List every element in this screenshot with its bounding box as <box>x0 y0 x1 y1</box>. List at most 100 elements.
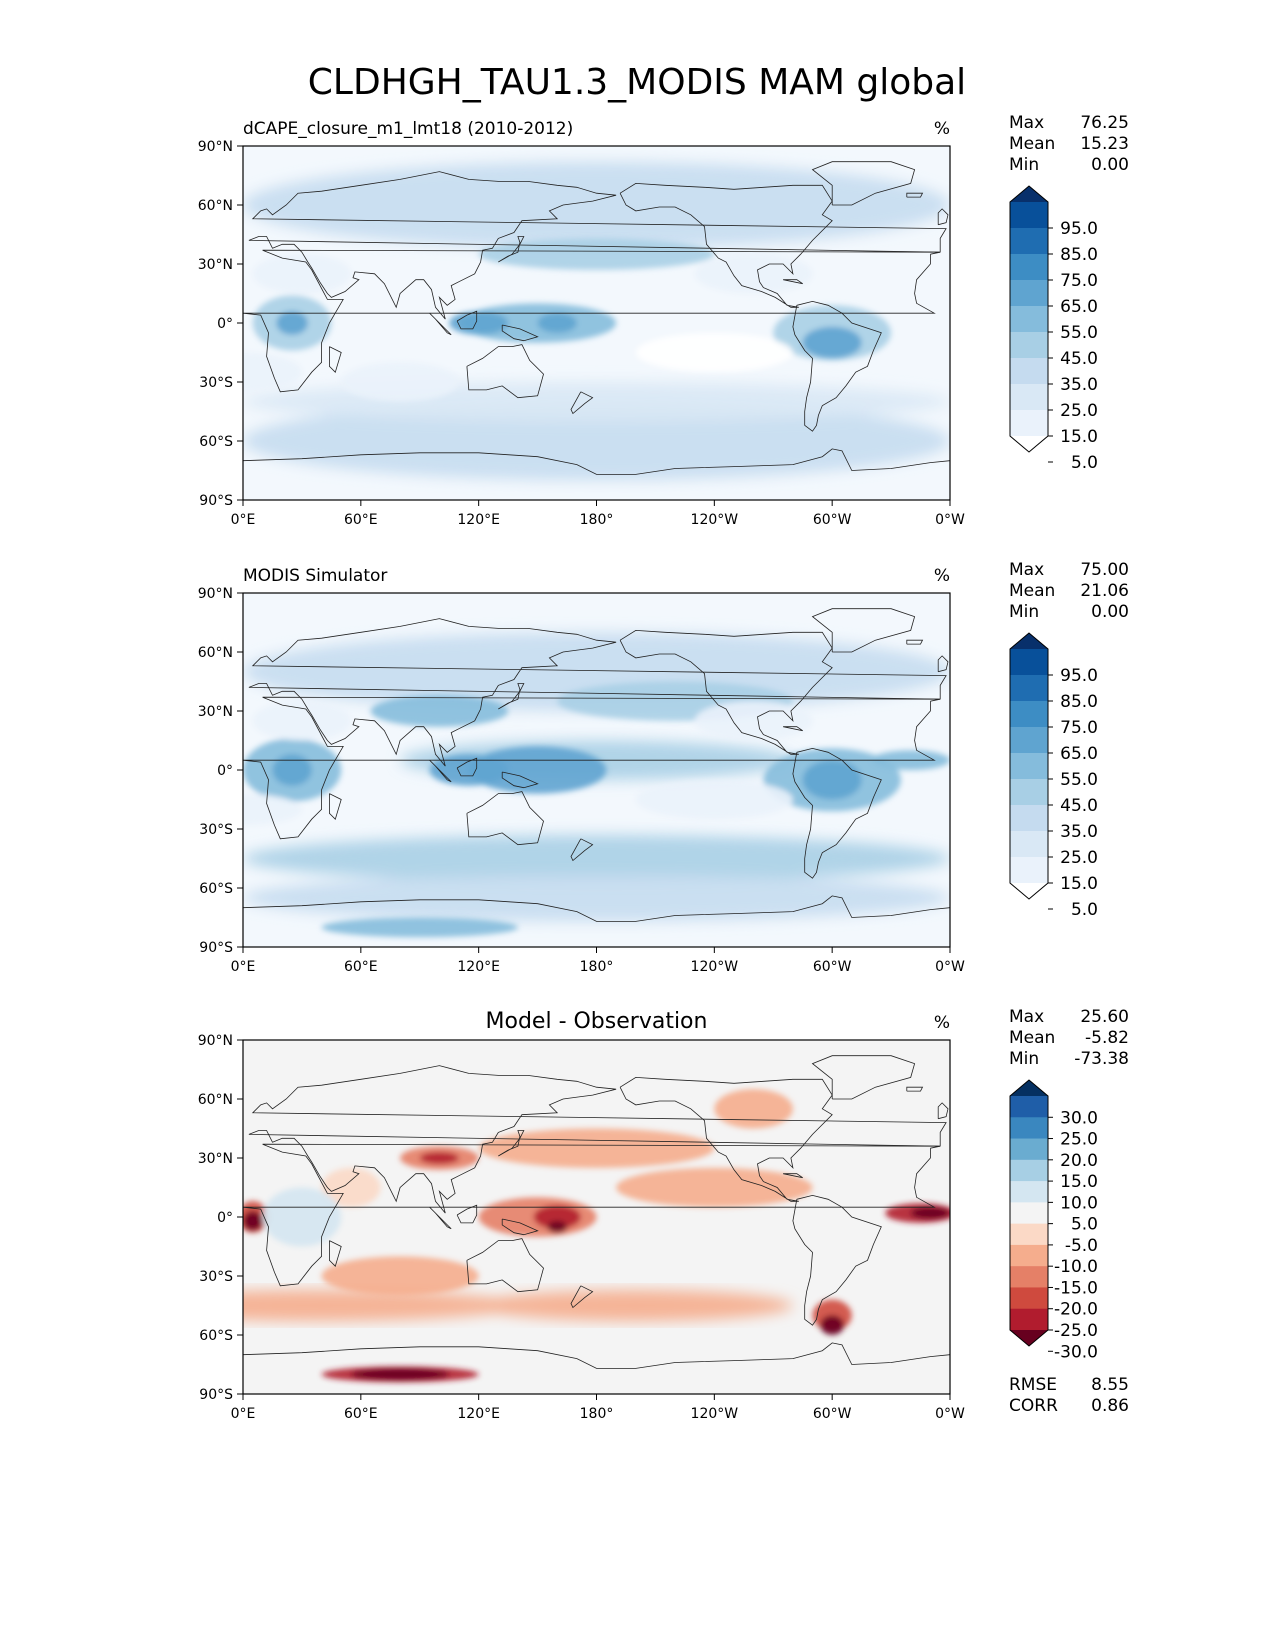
colorbar-extend-min <box>1010 1330 1048 1346</box>
coastline-path <box>243 895 950 922</box>
colorbar-tick-label: 65.0 <box>1060 744 1098 764</box>
colorbar-tick-label: 20.0 <box>1060 1151 1098 1171</box>
coastline-path <box>906 192 924 198</box>
field-contour-region <box>429 754 509 786</box>
field-contour-region <box>276 311 308 335</box>
colorbar-segment <box>1010 228 1048 255</box>
field-contour-region <box>243 161 950 249</box>
colorbar-segment <box>1010 202 1048 229</box>
lon-tick-label: 60°E <box>344 512 378 528</box>
data-field-ref <box>243 593 950 947</box>
stat-label: Min <box>1009 602 1039 622</box>
colorbar-tick-label: 5.0 <box>1071 1215 1098 1235</box>
coastline-path <box>783 279 803 285</box>
field-contour-region <box>243 401 950 481</box>
lon-tick-label: 0°E <box>231 1406 256 1422</box>
coastlines <box>243 161 950 475</box>
metric-label: CORR <box>1009 1396 1058 1416</box>
coastline-path <box>619 629 833 755</box>
colorbar-extend-min <box>1010 883 1048 899</box>
lon-tick-label: 120°E <box>457 512 500 528</box>
colorbar-segment <box>1010 805 1048 832</box>
lon-tick-label: 60°E <box>344 1406 378 1422</box>
stat-value: -5.82 <box>1085 1028 1129 1048</box>
field-contour-region <box>616 1167 813 1208</box>
colorbar-tick-label: 15.0 <box>1060 874 1098 894</box>
colorbar-tick-label: 65.0 <box>1060 297 1098 317</box>
field-soft-layer <box>243 1289 793 1322</box>
field-contour-region <box>419 1152 460 1164</box>
colorbar-tick-label: 5.0 <box>1071 453 1098 473</box>
coastline-path <box>570 1285 594 1309</box>
colorbar-tick-label: 25.0 <box>1060 848 1098 868</box>
colorbar-test: 95.0 85.0 75.0 65.0 55.0 45.0 35.0 25.0 15.0 5.0 <box>1009 185 1098 473</box>
stat-value: 21.06 <box>1080 581 1129 601</box>
coastline-path <box>429 759 452 783</box>
panel-title-center: Model - Observation <box>486 1009 708 1034</box>
coastline-path <box>501 771 539 789</box>
colorbar-segment <box>1010 1138 1048 1161</box>
colorbar-segment <box>1010 753 1048 780</box>
field-contour-region <box>533 1205 581 1229</box>
field-contour-region <box>910 1207 950 1219</box>
field-contour-region <box>243 1211 263 1231</box>
lat-tick-label: 90°S <box>199 940 233 956</box>
coastline-path <box>466 1238 544 1293</box>
lon-tick-label: 60°E <box>344 959 378 975</box>
coastline-path <box>498 683 525 710</box>
colorbar-tick-label: 25.0 <box>1060 401 1098 421</box>
lon-tick-label: 180° <box>580 512 614 528</box>
coastline-path <box>501 1218 539 1236</box>
colorbar-extend-max <box>1010 1080 1048 1096</box>
coastline-path <box>466 344 544 399</box>
colorbar-tick-label: 15.0 <box>1060 1172 1098 1192</box>
colorbar-segment <box>1010 701 1048 728</box>
colorbar-segment <box>1010 727 1048 754</box>
colorbar-tick-label: 45.0 <box>1060 796 1098 816</box>
lat-tick-label: 60°S <box>199 1328 233 1344</box>
colorbar-segment <box>1010 384 1048 411</box>
figure-title: CLDHGH_TAU1.3_MODIS MAM global <box>308 62 966 103</box>
stat-label: Min <box>1009 1049 1039 1069</box>
colorbar-segment <box>1010 831 1048 858</box>
lat-tick-label: 90°N <box>198 1033 233 1049</box>
stat-label: Mean <box>1009 1028 1055 1048</box>
panel-title-left: dCAPE_closure_m1_lmt18 (2010-2012) <box>243 119 573 139</box>
field-sharp-layer <box>243 681 950 938</box>
coastline-path <box>329 346 342 373</box>
colorbar-segment <box>1010 358 1048 385</box>
data-field-test <box>243 146 950 500</box>
lon-tick-label: 60°W <box>813 1406 852 1422</box>
coastline-path <box>937 1102 949 1120</box>
lon-tick-label: 0°E <box>231 959 256 975</box>
map-panel-difference: 90°N 60°N 30°N 0° 30°S 60°S 90°S 0°E 60°E 120°E 18… <box>198 1007 1129 1422</box>
stat-value: 0.00 <box>1091 155 1129 175</box>
coastline-path <box>792 747 882 879</box>
coastline-path <box>456 310 478 330</box>
colorbar-segment <box>1010 1287 1048 1310</box>
field-contour-region <box>820 1315 844 1335</box>
lat-tick-label: 30°S <box>199 375 233 391</box>
field-contour-region <box>243 793 302 826</box>
lat-tick-label: 90°N <box>198 139 233 155</box>
lon-tick-label: 120°E <box>457 959 500 975</box>
colorbar-segment <box>1010 1096 1048 1118</box>
field-contour-region <box>252 254 352 294</box>
field-contour-region <box>537 313 577 333</box>
lat-tick-label: 60°N <box>198 1092 233 1108</box>
lon-tick-label: 0°W <box>935 959 965 975</box>
coastline-path <box>248 171 947 320</box>
coastline-path <box>570 391 594 415</box>
colorbar-segment <box>1010 779 1048 806</box>
lat-tick-label: 0° <box>217 1210 233 1226</box>
field-contour-region <box>321 917 518 938</box>
field-contour-region <box>478 1289 793 1322</box>
colorbar-segment <box>1010 1266 1048 1288</box>
stat-value: 75.00 <box>1080 560 1129 580</box>
colorbar-tick-label: 95.0 <box>1060 666 1098 686</box>
colorbar-tick-label: 25.0 <box>1060 1130 1098 1150</box>
lon-tick-label: 0°E <box>231 512 256 528</box>
lon-tick-label: 60°W <box>813 959 852 975</box>
field-contour-region <box>262 1187 342 1247</box>
coastlines <box>243 1055 950 1369</box>
